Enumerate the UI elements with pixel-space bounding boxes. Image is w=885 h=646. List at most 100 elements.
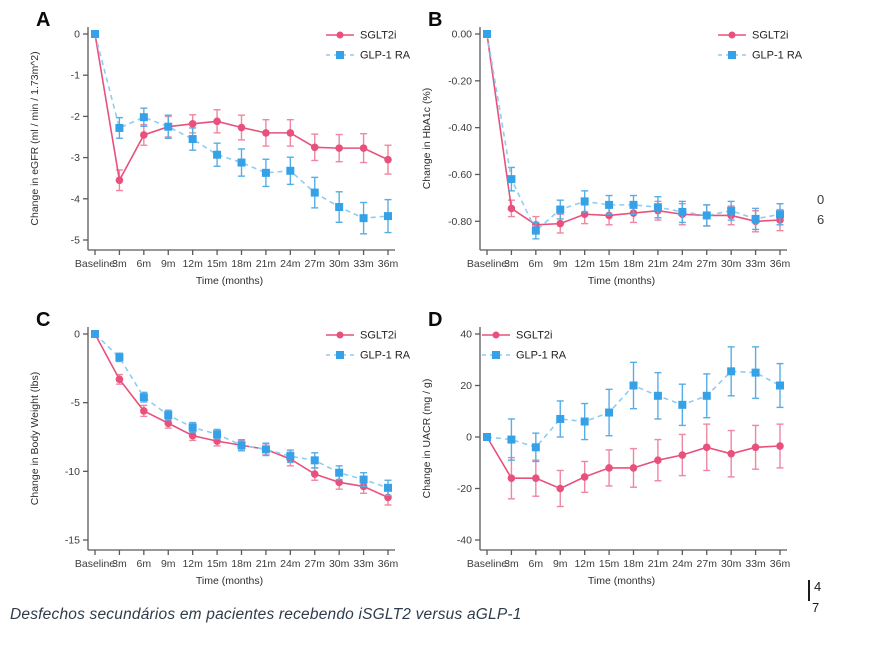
x-tick-label: 18m bbox=[231, 558, 252, 570]
x-tick-label: 33m bbox=[353, 558, 374, 570]
error-bars bbox=[115, 107, 392, 235]
x-tick-label: 30m bbox=[721, 258, 742, 270]
x-tick-label: Baseline bbox=[75, 258, 115, 270]
x-tick-label: 15m bbox=[207, 258, 228, 270]
cropped-text-fragment-bottom: 6 bbox=[817, 212, 825, 227]
x-tick-label: 15m bbox=[599, 558, 620, 570]
legend: SGLT2i GLP-1 RA bbox=[326, 30, 411, 62]
y-axis-title: Change in eGFR (ml / min / 1.73m^2) bbox=[29, 51, 41, 225]
x-tick-label: 27m bbox=[305, 258, 326, 270]
legend-label: SGLT2i bbox=[360, 330, 396, 342]
error-bars bbox=[507, 166, 784, 240]
x-tick-label: 27m bbox=[697, 258, 718, 270]
x-tick-label: 36m bbox=[770, 558, 791, 570]
legend-label: GLP-1 RA bbox=[360, 350, 411, 362]
legend-label: GLP-1 RA bbox=[752, 50, 803, 62]
y-tick-label: -0.60 bbox=[448, 169, 472, 181]
page-number-marker: 4 7 bbox=[808, 579, 838, 623]
x-tick-label: 24m bbox=[280, 258, 301, 270]
x-tick-label: 6m bbox=[137, 258, 152, 270]
x-tick-label: 18m bbox=[231, 258, 252, 270]
series-glp-1-ra bbox=[483, 30, 784, 240]
figure-caption: Desfechos secundários em pacientes receb… bbox=[10, 606, 522, 623]
series-glp-1-ra bbox=[483, 346, 784, 463]
series-markers bbox=[483, 367, 784, 452]
series-markers bbox=[483, 433, 784, 493]
series-line bbox=[94, 333, 389, 489]
y-tick-label: -15 bbox=[65, 535, 80, 547]
y-axis-ticks: 0.00 -0.20 -0.40 -0.60 -0.80 bbox=[448, 29, 480, 228]
error-bars bbox=[507, 346, 784, 463]
series-glp-1-ra bbox=[91, 330, 392, 497]
axes bbox=[87, 327, 395, 551]
series-sglt2i bbox=[91, 330, 392, 506]
panel-letter: D bbox=[428, 309, 442, 331]
x-tick-label: 15m bbox=[207, 558, 228, 570]
y-tick-label: -0.20 bbox=[448, 75, 472, 87]
panel-b-hba1c-chart: B 0.00 -0.20 -0.40 -0.60 -0.80 Baseline 3m 6m 9m 1… bbox=[420, 2, 840, 297]
x-tick-label: 27m bbox=[697, 558, 718, 570]
x-tick-label: 24m bbox=[280, 558, 301, 570]
y-tick-label: -5 bbox=[71, 397, 80, 409]
x-tick-label: 6m bbox=[529, 258, 544, 270]
y-tick-label: -4 bbox=[71, 193, 80, 205]
x-tick-label: 3m bbox=[504, 258, 519, 270]
y-tick-label: 20 bbox=[460, 380, 472, 392]
series-markers bbox=[91, 330, 392, 492]
x-axis-title: Time (months) bbox=[196, 275, 263, 287]
series-line bbox=[94, 333, 389, 499]
legend-label: SGLT2i bbox=[360, 30, 396, 42]
x-tick-label: 9m bbox=[553, 258, 568, 270]
y-tick-label: -40 bbox=[457, 535, 472, 547]
series-markers bbox=[91, 30, 392, 223]
legend: SGLT2i GLP-1 RA bbox=[482, 330, 567, 362]
x-tick-label: 30m bbox=[329, 258, 350, 270]
y-tick-label: -1 bbox=[71, 70, 80, 82]
x-tick-label: 12m bbox=[182, 258, 203, 270]
panel-d-uacr-chart: D 40 20 0 -20 -40 Baseline 3m 6m 9m 12m 15m 18m 21m 24… bbox=[420, 302, 840, 597]
x-tick-label: 36m bbox=[770, 258, 791, 270]
x-tick-label: 6m bbox=[137, 558, 152, 570]
panel-a-egfr-chart: A 0 -1 -2 -3 -4 -5 Baseline 3m 6m 9m 12m 15m 18m 21m 24… bbox=[10, 2, 430, 297]
page-number-divider bbox=[808, 580, 810, 601]
x-tick-label: 12m bbox=[574, 258, 595, 270]
x-tick-label: 3m bbox=[112, 558, 127, 570]
x-tick-label: 3m bbox=[112, 258, 127, 270]
legend-label: SGLT2i bbox=[516, 330, 552, 342]
x-tick-label: 12m bbox=[182, 558, 203, 570]
series-sglt2i bbox=[91, 30, 392, 192]
y-tick-label: 0 bbox=[74, 329, 80, 341]
error-bars bbox=[507, 199, 784, 234]
panel-letter: A bbox=[36, 9, 50, 31]
y-tick-label: -3 bbox=[71, 152, 80, 164]
x-axis-title: Time (months) bbox=[588, 275, 655, 287]
x-tick-label: 21m bbox=[256, 558, 277, 570]
series-glp-1-ra bbox=[91, 30, 392, 235]
legend-label: GLP-1 RA bbox=[360, 50, 411, 62]
y-tick-label: -2 bbox=[71, 111, 80, 123]
x-tick-label: 9m bbox=[161, 558, 176, 570]
x-tick-label: 21m bbox=[256, 258, 277, 270]
y-axis-ticks: 40 20 0 -20 -40 bbox=[457, 329, 480, 547]
x-tick-label: Baseline bbox=[467, 558, 507, 570]
x-tick-label: 18m bbox=[623, 258, 644, 270]
x-tick-label: 15m bbox=[599, 258, 620, 270]
x-tick-label: 30m bbox=[329, 558, 350, 570]
y-axis-title: Change in Body Weight (lbs) bbox=[29, 372, 41, 505]
y-axis-ticks: 0 -1 -2 -3 -4 -5 bbox=[71, 29, 88, 247]
page-number-bottom: 7 bbox=[812, 600, 820, 615]
error-bars bbox=[115, 373, 392, 506]
panel-c-bodyweight-chart: C 0 -5 -10 -15 Baseline 3m 6m 9m 12m 15m 18m 21m 24m 2… bbox=[10, 302, 430, 597]
x-tick-label: 21m bbox=[648, 558, 669, 570]
y-tick-label: -0.40 bbox=[448, 122, 472, 134]
x-tick-label: 12m bbox=[574, 558, 595, 570]
error-bars bbox=[507, 423, 784, 508]
x-tick-label: 33m bbox=[353, 258, 374, 270]
x-tick-label: 33m bbox=[745, 558, 766, 570]
x-tick-label: 33m bbox=[745, 258, 766, 270]
y-tick-label: 0 bbox=[74, 29, 80, 41]
